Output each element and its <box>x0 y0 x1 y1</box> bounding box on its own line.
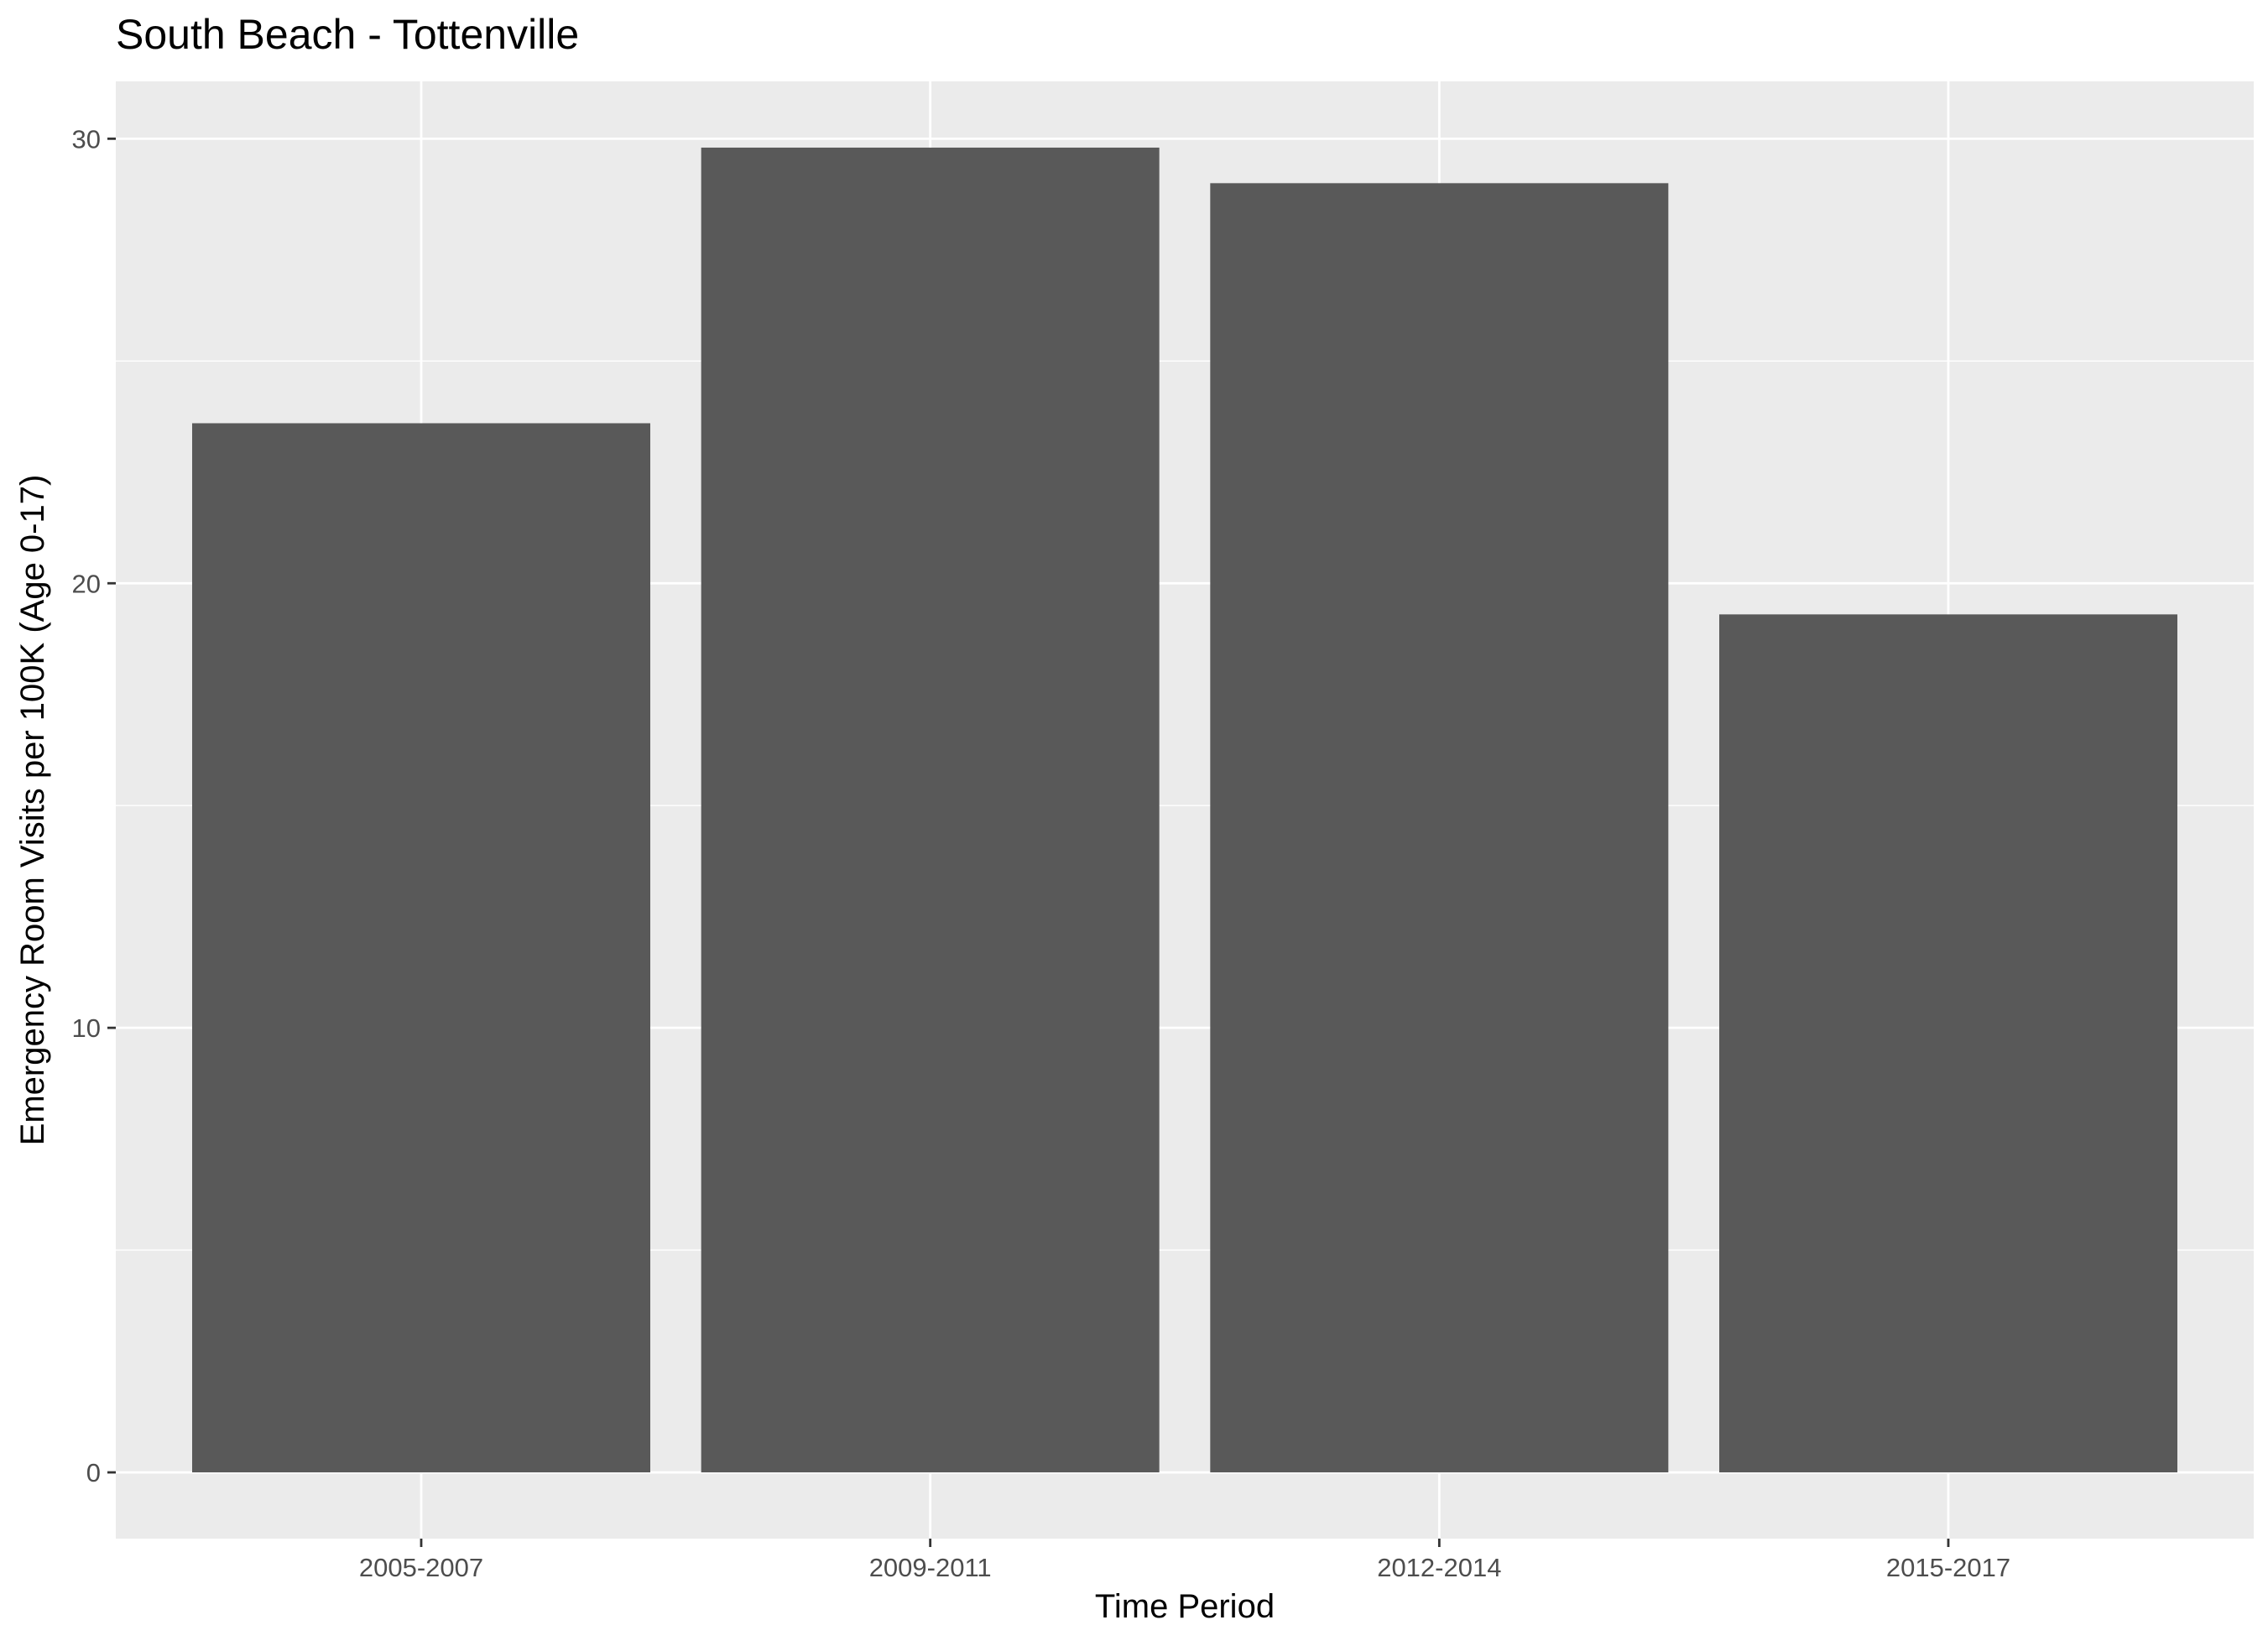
y-axis: 0 10 20 30 <box>72 124 116 1487</box>
bar-2005-2007 <box>192 423 650 1473</box>
x-tick-label: 2005-2007 <box>359 1553 483 1582</box>
y-tick-label: 10 <box>72 1013 101 1043</box>
x-tick-label: 2012-2014 <box>1377 1553 1501 1582</box>
bar-2015-2017 <box>1719 614 2177 1473</box>
bars <box>192 147 2177 1473</box>
y-axis-title: Emergency Room Visits per 100K (Age 0-17… <box>14 475 51 1146</box>
x-axis: 2005-2007 2009-2011 2012-2014 2015-2017 <box>359 1539 2010 1582</box>
chart-title: South Beach - Tottenville <box>116 11 579 58</box>
y-tick-label: 0 <box>86 1458 101 1487</box>
y-tick-label: 20 <box>72 569 101 598</box>
x-tick-label: 2009-2011 <box>869 1553 992 1582</box>
x-axis-title: Time Period <box>1095 1588 1275 1625</box>
x-tick-label: 2015-2017 <box>1886 1553 2010 1582</box>
bar-2009-2011 <box>701 147 1160 1473</box>
y-tick-label: 30 <box>72 124 101 154</box>
bar-2012-2014 <box>1210 183 1669 1473</box>
